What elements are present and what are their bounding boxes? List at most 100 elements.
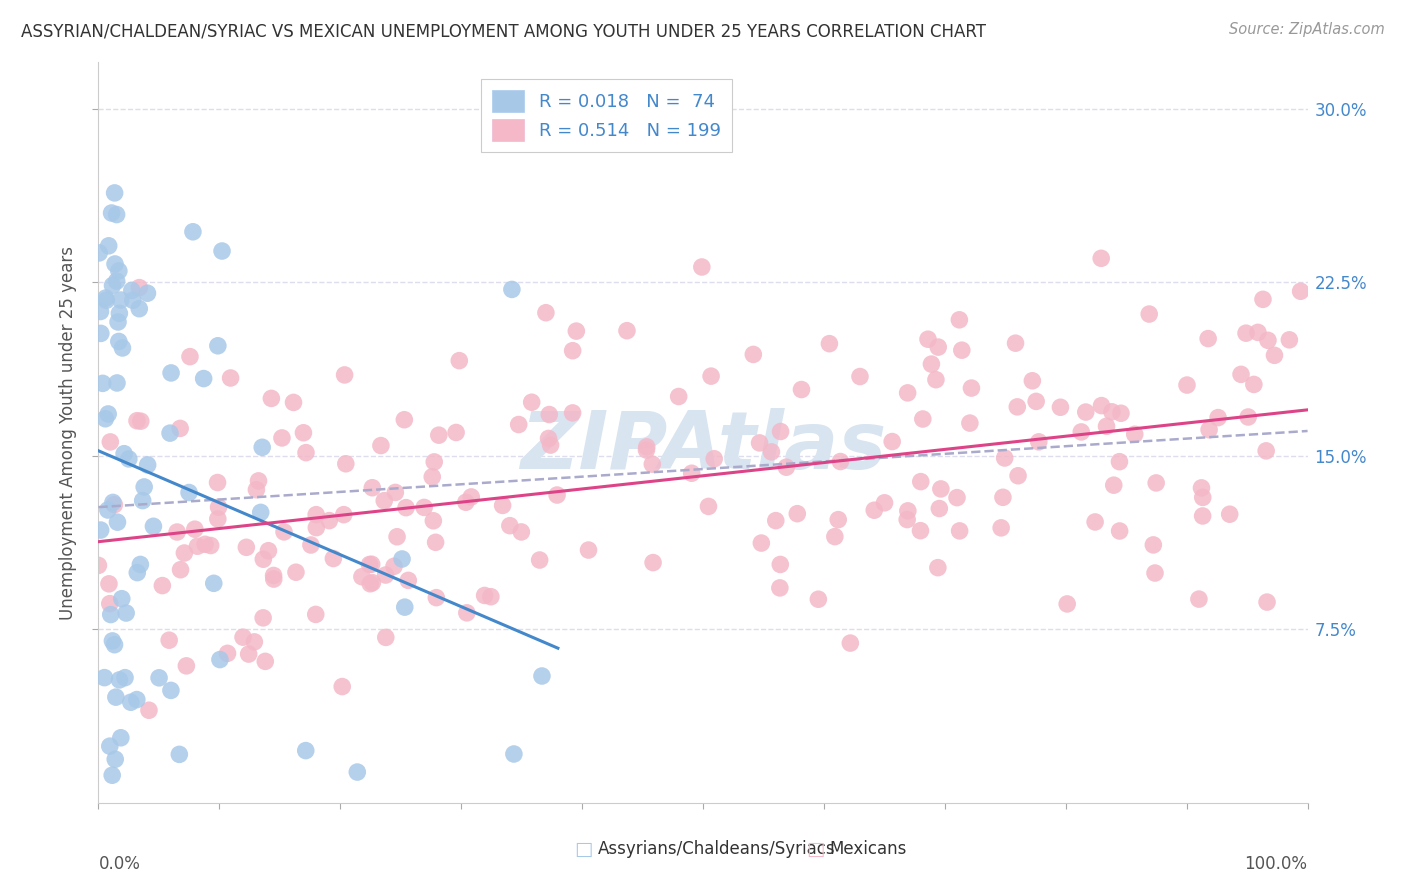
Point (207, 512, 229, 526)
Point (173, 546, 195, 560)
Point (252, 552, 274, 566)
Point (413, 500, 436, 515)
Point (742, 347, 765, 361)
Point (101, 495, 124, 509)
Point (1234, 326, 1257, 341)
Point (271, 431, 294, 445)
Point (950, 343, 973, 358)
Point (538, 408, 561, 422)
Point (373, 493, 395, 508)
Point (150, 578, 173, 592)
Point (108, 673, 131, 687)
Point (305, 508, 328, 522)
Point (1123, 427, 1146, 442)
Point (254, 654, 277, 668)
Point (1095, 419, 1118, 434)
Point (98, 597, 121, 611)
Point (897, 504, 920, 518)
Point (1230, 368, 1253, 382)
Point (636, 440, 658, 454)
Point (474, 589, 496, 603)
Point (103, 498, 125, 512)
Point (444, 425, 467, 440)
Point (104, 690, 127, 705)
Point (257, 543, 280, 558)
Point (917, 332, 939, 346)
Point (294, 743, 316, 757)
Point (250, 440, 273, 454)
Point (200, 539, 222, 553)
Point (565, 324, 588, 338)
Point (1251, 293, 1274, 307)
Point (129, 414, 152, 428)
Point (700, 369, 723, 384)
Point (561, 406, 583, 420)
Point (786, 507, 808, 521)
Point (181, 225, 204, 239)
Point (1137, 307, 1160, 321)
Point (361, 575, 384, 590)
Point (384, 485, 406, 500)
Point (361, 481, 384, 495)
Point (1256, 443, 1278, 458)
Point (112, 447, 135, 461)
Point (101, 634, 124, 648)
Point (769, 581, 792, 595)
Point (359, 576, 381, 591)
Point (299, 538, 322, 552)
Point (910, 524, 932, 538)
Point (959, 416, 981, 430)
Point (1090, 399, 1112, 413)
Point (346, 765, 368, 780)
Point (1021, 374, 1043, 388)
Point (87, 558, 110, 573)
Point (179, 350, 201, 364)
Point (292, 425, 315, 440)
Point (273, 524, 295, 539)
Point (827, 513, 849, 527)
Point (260, 392, 283, 406)
Point (318, 514, 340, 528)
Point (910, 475, 932, 489)
Point (1256, 595, 1278, 609)
Point (873, 496, 896, 510)
Point (897, 385, 920, 400)
Point (425, 591, 447, 605)
Point (703, 451, 725, 466)
Point (97, 577, 120, 591)
Point (138, 703, 160, 717)
Point (920, 357, 942, 371)
Point (1197, 332, 1219, 346)
Point (295, 445, 318, 459)
Point (818, 336, 841, 351)
Point (690, 260, 713, 274)
Point (1143, 566, 1166, 580)
Point (530, 669, 553, 683)
Point (510, 524, 533, 539)
Point (946, 491, 969, 505)
Point (107, 515, 129, 529)
Point (127, 566, 149, 580)
Point (911, 412, 934, 426)
Point (546, 488, 568, 502)
Point (166, 524, 188, 539)
Point (681, 467, 703, 481)
Point (157, 633, 180, 648)
Point (927, 560, 949, 574)
Point (243, 635, 266, 649)
Point (427, 428, 450, 442)
Point (1175, 378, 1198, 392)
Point (89, 246, 111, 260)
Point (396, 574, 419, 588)
Point (1056, 597, 1078, 611)
Point (207, 475, 229, 490)
Point (385, 530, 408, 544)
Point (1102, 478, 1125, 492)
Text: □: □ (806, 839, 825, 859)
Point (100, 607, 122, 622)
Point (1188, 592, 1211, 607)
Point (395, 500, 418, 515)
Point (1108, 524, 1130, 538)
Point (460, 490, 482, 504)
Point (108, 334, 131, 349)
